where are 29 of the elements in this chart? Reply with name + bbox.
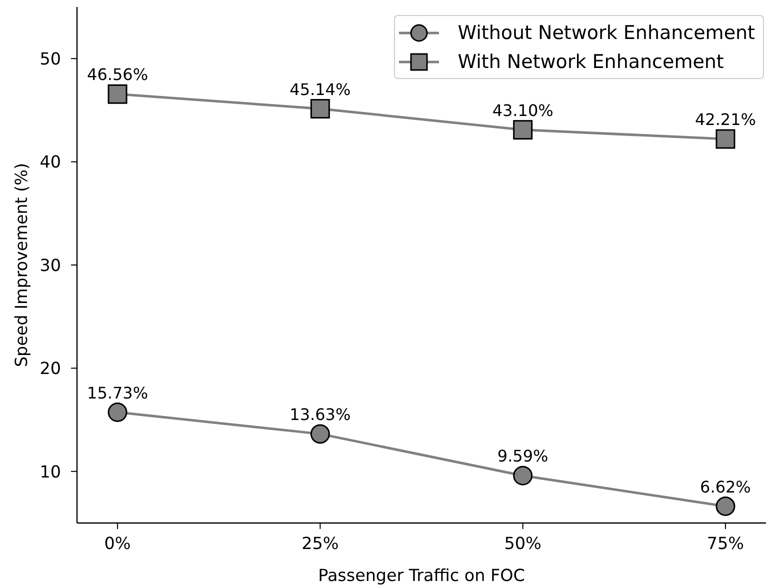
data-label: 6.62%: [700, 477, 751, 496]
point: [716, 496, 736, 516]
y-tick-label: 30: [40, 254, 61, 275]
data-label: 42.21%: [694, 110, 756, 129]
data-label: 13.63%: [290, 404, 351, 424]
y-tick-label: 10: [40, 461, 61, 482]
point: [310, 99, 330, 119]
x-tick-label: 0%: [104, 532, 131, 553]
legend-label: Without Network Enhancement: [458, 22, 755, 44]
data-label: 45.14%: [290, 80, 351, 99]
x-axis-title: Passenger Traffic on FOC: [318, 565, 525, 585]
point: [108, 402, 128, 422]
y-axis-title: Speed Improvement (%): [11, 162, 31, 368]
data-label: 15.73%: [87, 383, 148, 402]
y-tick-label: 40: [40, 152, 61, 172]
x-tick-label: 75%: [706, 532, 744, 553]
y-tick-label: 50: [40, 48, 61, 69]
point: [108, 84, 128, 104]
point: [513, 120, 533, 140]
point: [716, 129, 736, 149]
y-tick-label: 20: [40, 358, 61, 378]
point: [310, 424, 330, 444]
x-tick-label: 50%: [504, 532, 542, 553]
point: [513, 466, 533, 486]
data-label: 46.56%: [87, 65, 148, 84]
x-tick-label: 25%: [302, 532, 339, 553]
data-label: 9.59%: [497, 446, 548, 466]
data-label: 43.10%: [492, 100, 554, 120]
legend-label: With Network Enhancement: [458, 50, 724, 72]
